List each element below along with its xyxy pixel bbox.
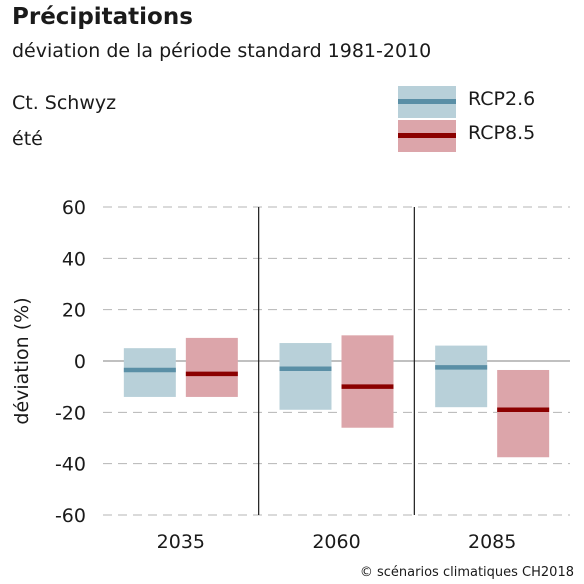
copyright-footer: © scénarios climatiques CH2018 <box>359 565 574 580</box>
chart-subtitle: déviation de la période standard 1981-20… <box>12 40 432 62</box>
range-box <box>185 337 238 397</box>
y-tick-label: 20 <box>62 300 86 322</box>
x-tick-label: 2085 <box>468 531 516 553</box>
chart-title: Précipitations <box>12 4 193 30</box>
season-label: été <box>12 128 43 150</box>
range-box <box>279 343 332 410</box>
y-tick-label: 60 <box>62 197 86 219</box>
legend-item-rcp26: RCP2.6 <box>398 86 568 118</box>
y-tick-label: 0 <box>74 351 86 373</box>
y-axis-label: déviation (%) <box>11 297 33 424</box>
range-box <box>341 335 394 428</box>
range-box <box>123 348 176 397</box>
y-tick-label: 40 <box>62 248 86 270</box>
region-label: Ct. Schwyz <box>12 92 117 114</box>
y-tick-label: -20 <box>55 402 86 424</box>
legend-item-rcp85: RCP8.5 <box>398 120 568 152</box>
legend-line-rcp26 <box>398 99 456 104</box>
x-tick-label: 2060 <box>312 531 360 553</box>
x-tick-label: 2035 <box>157 531 205 553</box>
legend-label-rcp85: RCP8.5 <box>468 122 536 144</box>
legend-label-rcp26: RCP2.6 <box>468 88 536 110</box>
range-box <box>435 345 488 408</box>
range-box <box>497 369 550 458</box>
y-tick-label: -60 <box>55 505 86 527</box>
legend-line-rcp85 <box>398 133 456 138</box>
y-tick-label: -40 <box>55 454 86 476</box>
